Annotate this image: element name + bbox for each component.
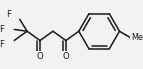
Text: F: F [0,25,4,34]
Text: F: F [0,40,4,49]
Text: O: O [62,52,69,61]
Text: F: F [6,10,11,19]
Text: Me: Me [131,33,143,42]
Text: O: O [37,52,43,61]
